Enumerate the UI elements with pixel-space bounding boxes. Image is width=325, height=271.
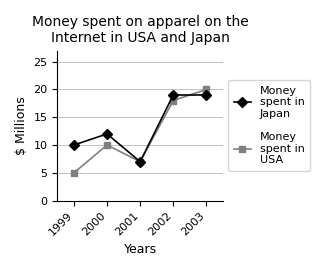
Money
spent in
USA <box>72 171 76 175</box>
Y-axis label: $ Millions: $ Millions <box>15 96 28 155</box>
Title: Money spent on apparel on the
Internet in USA and Japan: Money spent on apparel on the Internet i… <box>32 15 249 45</box>
Money
spent in
USA <box>138 160 142 163</box>
Money
spent in
USA <box>204 88 208 91</box>
Money
spent in
USA <box>105 143 109 147</box>
Money
spent in
Japan <box>138 160 142 163</box>
Money
spent in
Japan <box>204 93 208 97</box>
Line: Money
spent in
USA: Money spent in USA <box>71 86 210 176</box>
Money
spent in
Japan <box>72 143 76 147</box>
Legend: Money
spent in
Japan, Money
spent in
USA: Money spent in Japan, Money spent in USA <box>228 80 310 171</box>
Line: Money
spent in
Japan: Money spent in Japan <box>71 92 210 165</box>
X-axis label: Years: Years <box>124 243 157 256</box>
Money
spent in
USA <box>171 99 175 102</box>
Money
spent in
Japan <box>171 93 175 97</box>
Money
spent in
Japan <box>105 132 109 136</box>
